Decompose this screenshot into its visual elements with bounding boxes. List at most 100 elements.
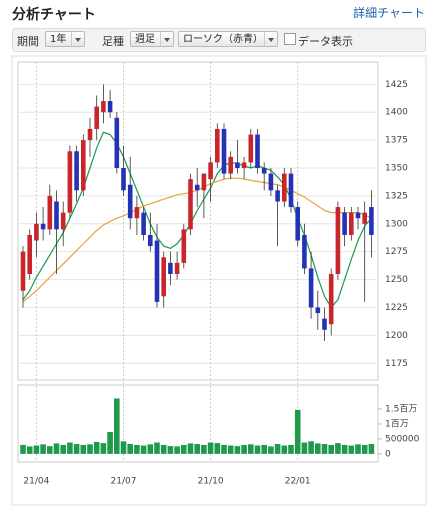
- price-frame: [17, 61, 379, 381]
- candle-body: [315, 307, 321, 314]
- candle-body: [201, 173, 207, 191]
- moving-average: [22, 131, 372, 309]
- volume-bar: [73, 444, 80, 454]
- candle-body: [141, 212, 146, 235]
- volume-bar: [335, 443, 341, 454]
- volume-bar: [127, 444, 133, 454]
- volume-bar: [100, 443, 107, 454]
- candle-body: [261, 168, 267, 174]
- candle-body: [114, 117, 120, 168]
- volume-bar: [274, 444, 281, 454]
- type-select[interactable]: 週足: [130, 31, 174, 47]
- y-tick-label: 1375: [385, 136, 408, 146]
- candle-body: [288, 173, 294, 208]
- volume-bar: [154, 442, 160, 454]
- candle-body: [148, 234, 153, 247]
- candle-body: [188, 179, 193, 230]
- candle-body: [355, 212, 361, 219]
- volume-bar: [187, 443, 194, 454]
- volume-bar: [174, 446, 180, 454]
- y-tick-label: 1250: [385, 275, 408, 285]
- candle-body: [215, 128, 220, 163]
- volume-bar: [281, 445, 288, 454]
- y-tick-label: 0: [385, 449, 391, 459]
- y-tick-label: 1200: [385, 331, 408, 341]
- y-tick-label: 1.5百万: [385, 403, 417, 414]
- volume-bar: [241, 444, 247, 454]
- candle-body: [74, 151, 79, 191]
- volume-bar: [181, 444, 187, 454]
- volume-bar: [140, 445, 147, 454]
- volume-bar: [160, 444, 167, 454]
- candle-body: [121, 168, 126, 191]
- volume-bar: [315, 443, 321, 454]
- candle-body: [194, 184, 200, 191]
- volume-bar: [321, 444, 328, 454]
- volume-bar: [214, 443, 221, 454]
- candle-body: [27, 234, 32, 274]
- detail-link[interactable]: 詳細チャート: [353, 6, 425, 20]
- chart-frame: [11, 55, 427, 506]
- x-tick-label: 21/04: [23, 477, 49, 487]
- volume-bar: [33, 445, 40, 454]
- x-tick-label: 22/01: [285, 477, 311, 487]
- candle-body: [308, 268, 314, 308]
- volume-bar: [301, 442, 308, 454]
- candle-body: [328, 274, 334, 325]
- candle-body: [81, 140, 86, 191]
- y-tick-label: 1325: [385, 191, 408, 201]
- candle-body: [241, 162, 247, 168]
- volume-bar: [134, 444, 140, 454]
- x-tick-label: 21/07: [111, 477, 137, 487]
- candle-body: [20, 251, 26, 291]
- volume-bar: [40, 444, 46, 454]
- volume-bar: [207, 442, 214, 454]
- volume-bar: [167, 446, 174, 454]
- y-tick-label: 1400: [385, 108, 408, 118]
- volume-bar: [60, 444, 66, 454]
- candle-body: [342, 212, 347, 235]
- candle-body: [127, 184, 133, 219]
- candle-body: [369, 207, 374, 235]
- y-tick-label: 500000: [385, 434, 420, 444]
- candle-body: [134, 207, 140, 219]
- volume-bar: [348, 445, 355, 454]
- y-tick-label: 1百万: [385, 418, 409, 429]
- volume-bar: [120, 441, 127, 454]
- candle-body: [268, 173, 274, 191]
- candle-body: [47, 195, 53, 230]
- volume-bar: [53, 443, 60, 454]
- volume-bar: [254, 445, 261, 454]
- volume-bar: [67, 442, 73, 454]
- candle-body: [161, 257, 166, 297]
- period-value: 1年: [50, 34, 67, 45]
- volume-bar: [114, 398, 120, 454]
- period-label: 期間: [17, 35, 39, 48]
- y-tick-label: 1175: [385, 359, 408, 369]
- volume-bar: [368, 444, 375, 454]
- candle-body: [302, 234, 307, 269]
- volume-bar: [47, 446, 53, 454]
- y-tick-label: 1425: [385, 80, 408, 90]
- y-tick-label: 1275: [385, 247, 408, 257]
- period-select[interactable]: 1年: [45, 31, 85, 47]
- type-value: 週足: [135, 34, 155, 45]
- y-tick-label: 1225: [385, 303, 408, 313]
- volume-bar: [294, 409, 301, 454]
- candle-body: [255, 134, 260, 168]
- volume-bar: [268, 446, 274, 454]
- candle-body: [335, 207, 341, 274]
- volume-bar: [261, 444, 267, 454]
- volume-bar: [26, 446, 33, 454]
- candle-body: [349, 212, 354, 235]
- data-checkbox[interactable]: [284, 33, 296, 45]
- candle-body: [40, 223, 46, 230]
- volume-bar: [227, 445, 234, 454]
- candle-body: [94, 106, 99, 129]
- style-select[interactable]: ローソク（赤青）: [178, 31, 278, 47]
- candle-body: [362, 212, 367, 224]
- volume-bar: [80, 444, 87, 454]
- volume-bar: [234, 446, 241, 454]
- candle-body: [34, 223, 39, 241]
